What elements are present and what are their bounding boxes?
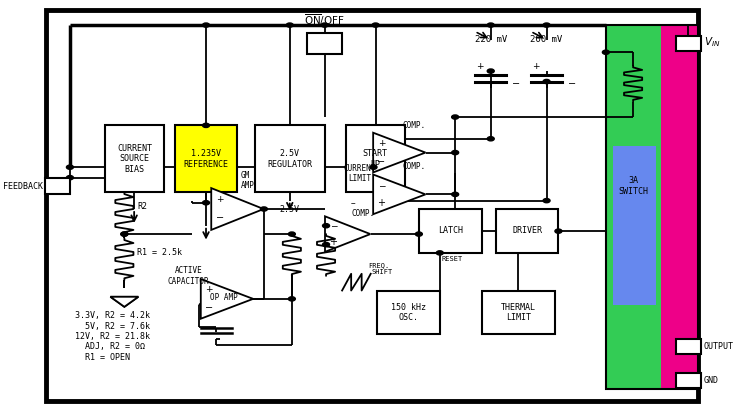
Bar — [606, 25, 663, 389]
Circle shape — [66, 176, 74, 180]
Text: +: + — [216, 195, 223, 204]
Polygon shape — [212, 188, 264, 230]
Text: $\overline{\mathsf{ON}}$$\mathsf{/OFF}$: $\overline{\mathsf{ON}}$$\mathsf{/OFF}$ — [304, 13, 345, 28]
Text: LATCH: LATCH — [438, 227, 463, 235]
Bar — [307, 33, 342, 54]
Text: −: − — [215, 214, 224, 223]
Text: +: + — [206, 285, 213, 294]
Text: +: + — [377, 198, 385, 208]
Text: +: + — [329, 237, 338, 247]
Text: START
UP: START UP — [363, 149, 388, 168]
Text: GM
AMP: GM AMP — [241, 171, 255, 190]
Text: 220 mV: 220 mV — [475, 35, 507, 44]
Text: 2.5V
REGULATOR: 2.5V REGULATOR — [268, 149, 312, 168]
Circle shape — [121, 232, 128, 236]
Text: OP AMP: OP AMP — [209, 293, 237, 302]
Bar — [45, 178, 70, 194]
Circle shape — [203, 23, 209, 27]
Circle shape — [487, 23, 495, 27]
Text: R2: R2 — [137, 202, 147, 212]
Polygon shape — [111, 297, 139, 307]
Text: −: − — [329, 222, 337, 231]
Text: −: − — [205, 303, 213, 313]
Circle shape — [203, 201, 209, 205]
Text: −
COMP.: − COMP. — [351, 199, 374, 219]
Text: −: − — [511, 79, 520, 89]
Circle shape — [260, 207, 268, 211]
Text: THERMAL
LIMIT: THERMAL LIMIT — [501, 303, 536, 322]
Circle shape — [416, 232, 422, 236]
Polygon shape — [111, 297, 139, 307]
Text: 200 mV: 200 mV — [531, 35, 562, 44]
Text: FEEDBACK: FEEDBACK — [4, 181, 43, 191]
Text: +: + — [477, 62, 484, 71]
Bar — [255, 125, 325, 192]
Circle shape — [321, 23, 328, 27]
Text: CURRENT
LIMIT: CURRENT LIMIT — [343, 164, 376, 183]
Circle shape — [372, 23, 379, 27]
Text: R1 = 2.5k: R1 = 2.5k — [137, 248, 182, 257]
Text: $V_{IN}$: $V_{IN}$ — [704, 35, 720, 49]
Bar — [495, 209, 559, 253]
Bar — [105, 125, 164, 192]
Text: DRIVER: DRIVER — [512, 227, 542, 235]
Bar — [419, 209, 482, 253]
Bar — [676, 339, 701, 354]
Circle shape — [66, 165, 74, 169]
Text: +: + — [378, 139, 385, 148]
Bar — [346, 125, 405, 192]
Bar — [175, 125, 237, 192]
Circle shape — [543, 79, 550, 84]
Text: 150 kHz
OSC.: 150 kHz OSC. — [391, 303, 426, 322]
Circle shape — [602, 50, 609, 54]
Circle shape — [323, 224, 329, 228]
Circle shape — [288, 232, 296, 236]
Text: COMP.: COMP. — [403, 121, 426, 130]
Circle shape — [203, 123, 209, 127]
Bar — [613, 146, 656, 305]
Text: −: − — [377, 156, 385, 166]
Bar — [676, 36, 701, 51]
Text: OUTPUT: OUTPUT — [704, 342, 733, 352]
Text: RESET: RESET — [442, 256, 463, 262]
Circle shape — [543, 23, 550, 27]
Text: −: − — [378, 181, 385, 190]
Text: SHIFT: SHIFT — [372, 269, 394, 275]
Text: FREQ.: FREQ. — [368, 263, 390, 268]
Circle shape — [452, 150, 458, 155]
Text: +: + — [532, 62, 539, 71]
Bar — [377, 291, 440, 334]
Circle shape — [543, 199, 550, 203]
Circle shape — [452, 192, 458, 196]
Circle shape — [323, 242, 329, 247]
Polygon shape — [373, 133, 425, 172]
Circle shape — [121, 232, 128, 236]
Bar — [606, 25, 698, 389]
Circle shape — [452, 115, 458, 119]
Text: 2.5V: 2.5V — [280, 205, 300, 214]
Circle shape — [370, 165, 377, 169]
Bar — [661, 25, 698, 389]
Circle shape — [487, 137, 495, 141]
Text: COMP.: COMP. — [403, 163, 426, 171]
Circle shape — [555, 229, 562, 233]
Bar — [482, 291, 555, 334]
Circle shape — [286, 23, 293, 27]
Text: 3A
SWITCH: 3A SWITCH — [618, 176, 648, 196]
Text: GND: GND — [704, 376, 719, 385]
Bar — [676, 373, 701, 388]
Text: −: − — [567, 79, 576, 89]
Circle shape — [288, 297, 296, 301]
Text: 1.235V
REFERENCE: 1.235V REFERENCE — [184, 149, 228, 168]
Circle shape — [436, 251, 443, 255]
Polygon shape — [200, 279, 253, 319]
Circle shape — [487, 69, 495, 73]
Polygon shape — [373, 175, 425, 214]
Text: 3.3V, R2 = 4.2k
  5V, R2 = 7.6k
12V, R2 = 21.8k
  ADJ, R2 = 0Ω
  R1 = OPEN: 3.3V, R2 = 4.2k 5V, R2 = 7.6k 12V, R2 = … — [75, 311, 150, 362]
Polygon shape — [325, 217, 371, 252]
Text: ACTIVE
CAPACITOR: ACTIVE CAPACITOR — [168, 266, 209, 285]
Text: CURRENT
SOURCE
BIAS: CURRENT SOURCE BIAS — [117, 144, 152, 174]
